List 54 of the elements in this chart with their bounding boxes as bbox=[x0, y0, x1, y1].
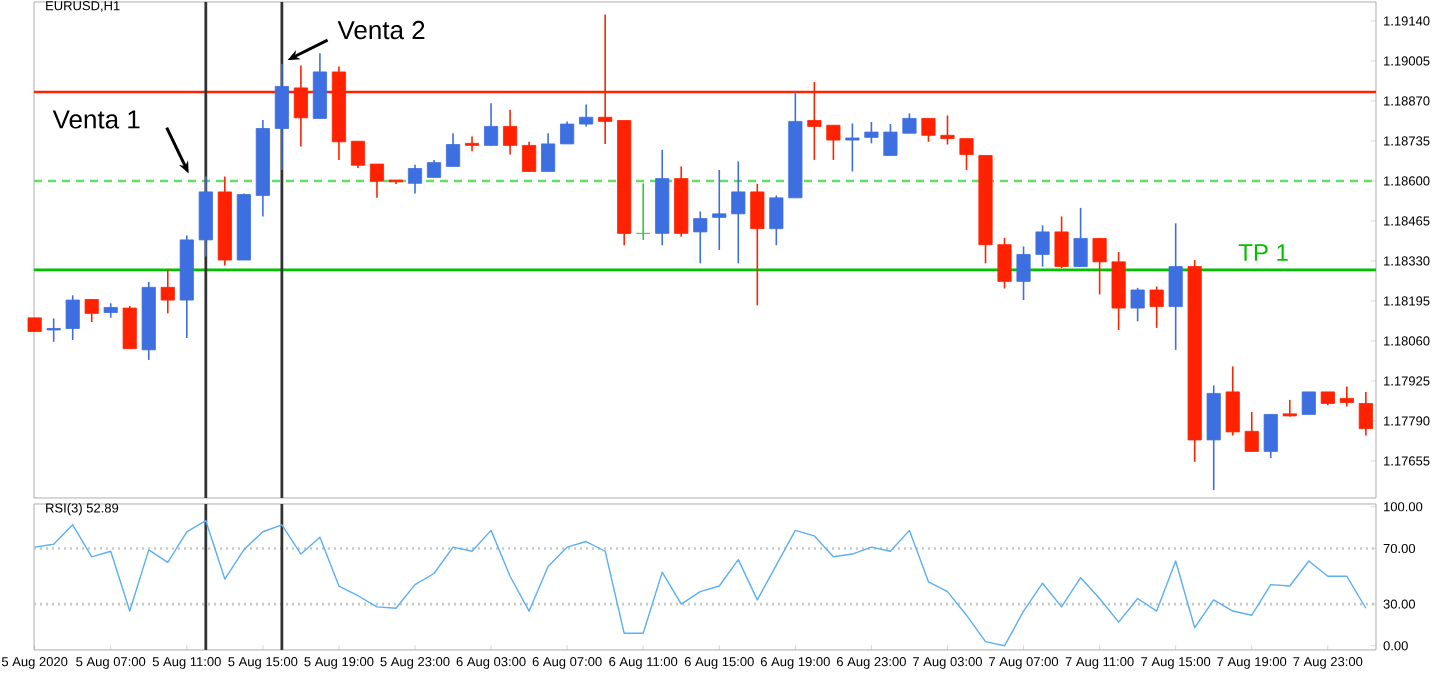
candlestick bbox=[1149, 285, 1164, 329]
candlestick bbox=[579, 103, 594, 128]
candlestick bbox=[445, 132, 461, 168]
candlestick bbox=[1092, 237, 1107, 296]
candlestick bbox=[1339, 385, 1354, 408]
annotation: Venta 1 bbox=[52, 110, 140, 129]
candlestick bbox=[845, 122, 860, 173]
candlestick bbox=[826, 124, 841, 161]
candlestick bbox=[1073, 207, 1088, 268]
candlestick bbox=[46, 317, 61, 343]
candlestick bbox=[198, 175, 213, 258]
candlestick bbox=[1263, 413, 1278, 459]
candlestick bbox=[864, 121, 879, 145]
candlestick bbox=[1225, 365, 1240, 437]
candlestick bbox=[940, 114, 955, 146]
candlestick bbox=[407, 163, 423, 195]
candlestick bbox=[693, 210, 708, 265]
candlestick bbox=[312, 52, 327, 120]
candlestick bbox=[997, 237, 1012, 290]
candlestick bbox=[1301, 391, 1316, 416]
candlestick bbox=[160, 269, 175, 315]
candlestick bbox=[541, 132, 556, 173]
candlestick bbox=[122, 305, 137, 350]
candlestick bbox=[921, 117, 936, 143]
annotation: Venta 2 bbox=[337, 20, 425, 40]
candlestick bbox=[350, 140, 365, 169]
candlestick bbox=[1168, 222, 1183, 351]
candlestick bbox=[484, 102, 499, 147]
candlestick bbox=[883, 123, 898, 157]
candlestick bbox=[1016, 245, 1031, 301]
candlestick bbox=[1282, 399, 1297, 418]
candlestick bbox=[636, 182, 651, 241]
candlestick bbox=[959, 137, 974, 171]
candlestick bbox=[369, 163, 385, 199]
candlestick bbox=[465, 135, 480, 153]
candlestick bbox=[902, 112, 917, 135]
candlestick bbox=[1130, 287, 1145, 323]
candlestick bbox=[274, 63, 289, 171]
candlestick bbox=[1358, 391, 1373, 437]
candlestick bbox=[1035, 224, 1050, 268]
candlestick bbox=[1111, 251, 1126, 331]
candlestick bbox=[65, 294, 80, 341]
candlestick bbox=[1206, 384, 1221, 491]
candlestick bbox=[1244, 411, 1259, 453]
candlestick bbox=[84, 298, 99, 323]
candlestick bbox=[712, 169, 727, 251]
candlestick bbox=[769, 194, 784, 247]
candlestick bbox=[560, 120, 575, 145]
candlestick bbox=[731, 160, 746, 265]
candlestick bbox=[750, 183, 765, 307]
ref-line-label: TP 1 bbox=[1238, 244, 1288, 261]
candlestick bbox=[522, 141, 537, 173]
candlestick bbox=[503, 109, 518, 156]
candlestick bbox=[1054, 215, 1069, 269]
